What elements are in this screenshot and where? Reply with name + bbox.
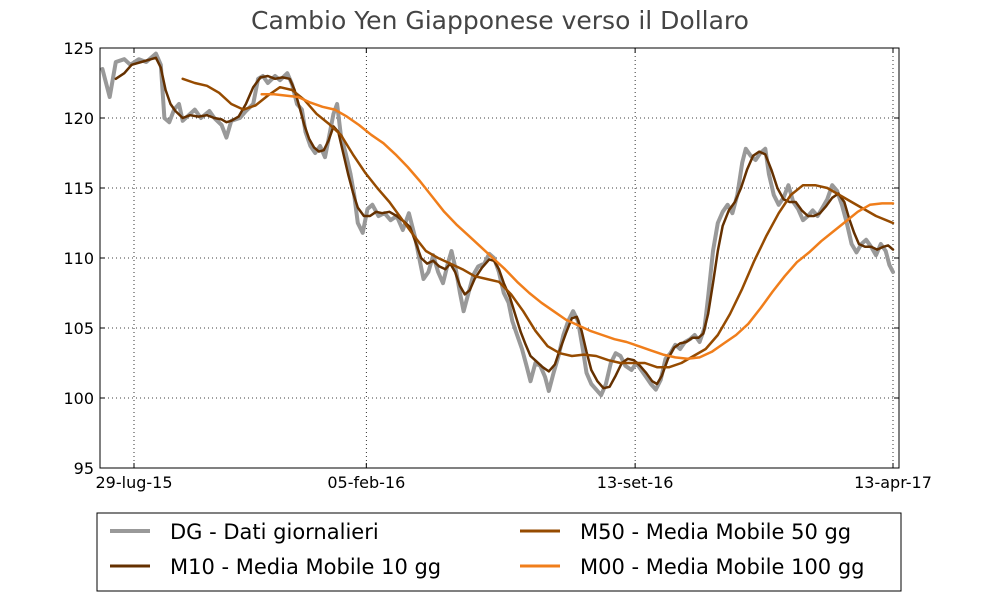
y-tick-label: 120 [63, 109, 94, 128]
legend: DG - Dati giornalieri M10 - Media Mobile… [96, 512, 902, 592]
y-tick-label: 125 [63, 39, 94, 58]
grid-layer [100, 47, 899, 469]
x-tick-label: 29-lug-15 [95, 473, 172, 492]
legend-label-m10: M10 - Media Mobile 10 gg [170, 555, 441, 579]
legend-label-m50: M50 - Media Mobile 50 gg [580, 520, 851, 544]
y-tick-label: 110 [63, 249, 94, 268]
legend-label-m100: M00 - Media Mobile 100 gg [580, 555, 865, 579]
series-m50-line [181, 77, 895, 369]
legend-label-dg: DG - Dati giornalieri [170, 520, 379, 544]
y-tick-label: 95 [74, 459, 94, 478]
x-tick-label: 05-feb-16 [327, 473, 405, 492]
y-tick-label: 100 [63, 389, 94, 408]
series-dg-line [100, 51, 895, 398]
x-tick-label: 13-apr-17 [854, 473, 932, 492]
chart-title: Cambio Yen Giapponese verso il Dollaro [251, 6, 749, 35]
legend-frame [96, 512, 902, 592]
plot-area [99, 47, 900, 469]
series-m10-line [114, 56, 895, 390]
axis-layer: 95 100 105 110 115 120 125 29-lug-15 05-feb-16 13… [63, 39, 931, 492]
y-tick-label: 115 [63, 179, 94, 198]
series-layer [100, 51, 895, 398]
series-m100-line [260, 92, 895, 361]
x-tick-label: 13-set-16 [597, 473, 674, 492]
y-tick-label: 105 [63, 319, 94, 338]
